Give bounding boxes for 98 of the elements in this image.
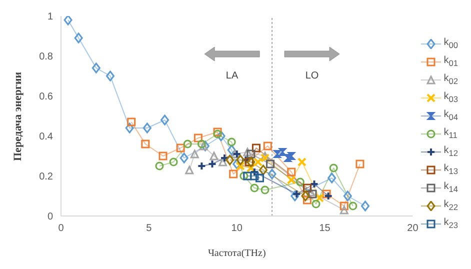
point xyxy=(92,62,100,74)
point xyxy=(64,16,72,26)
point xyxy=(348,202,358,210)
point xyxy=(252,144,260,152)
point xyxy=(266,160,275,168)
point xyxy=(258,164,268,176)
point xyxy=(220,154,230,162)
point xyxy=(240,172,248,180)
annotation: LO xyxy=(305,70,319,82)
legend-label: k$_{04}$ xyxy=(444,108,458,124)
point xyxy=(183,140,192,148)
point xyxy=(315,194,324,202)
y-tick-label: 0.6 xyxy=(39,92,54,103)
point xyxy=(312,200,320,208)
point xyxy=(296,178,304,186)
point xyxy=(227,144,236,156)
y-tick-label: 0 xyxy=(47,212,54,223)
legend-label: k$_{14}$ xyxy=(444,180,458,196)
legend-label: k$_{23}$ xyxy=(444,216,458,232)
y-tick-label: 1 xyxy=(47,12,54,23)
point xyxy=(297,158,306,166)
point xyxy=(185,166,194,174)
point xyxy=(169,158,178,166)
point xyxy=(343,190,352,202)
legend-label: k$_{11}$ xyxy=(444,126,458,142)
point xyxy=(268,168,276,180)
y-tick-label: 0.2 xyxy=(39,172,54,183)
legend-label: k$_{03}$ xyxy=(444,90,458,106)
point xyxy=(190,150,199,158)
point xyxy=(302,196,312,204)
point xyxy=(241,156,250,164)
legend-label: k$_{12}$ xyxy=(444,144,458,160)
point xyxy=(273,150,282,158)
point xyxy=(260,154,270,162)
point xyxy=(260,186,270,194)
y-tick-label: 0.4 xyxy=(39,132,54,143)
legend-label: k$_{13}$ xyxy=(444,162,458,178)
point xyxy=(127,118,136,126)
point xyxy=(216,130,226,142)
point xyxy=(287,168,296,176)
point xyxy=(158,152,168,160)
legend-label: k$_{01}$ xyxy=(444,54,458,70)
point xyxy=(210,152,218,160)
y-axis-title: Передача энергии xyxy=(12,71,24,161)
point xyxy=(194,134,202,142)
legend-label: k$_{22}$ xyxy=(444,198,458,214)
point xyxy=(301,190,310,202)
y-tick-label: 0.8 xyxy=(39,52,54,63)
x-axis-title: Частота(THz) xyxy=(208,248,266,259)
point xyxy=(361,200,370,212)
point xyxy=(229,170,238,178)
x-tick-label: 5 xyxy=(146,223,152,234)
point xyxy=(125,122,134,134)
point xyxy=(160,114,170,126)
point xyxy=(243,148,252,156)
point xyxy=(232,158,242,170)
point xyxy=(290,190,300,202)
point xyxy=(340,206,348,214)
point xyxy=(310,180,319,188)
point xyxy=(246,164,256,172)
legend-label: k$_{02}$ xyxy=(444,72,458,88)
point xyxy=(142,122,152,134)
point xyxy=(250,184,259,192)
point xyxy=(250,172,259,180)
point xyxy=(302,184,312,192)
point xyxy=(197,140,206,148)
legend-label: k$_{00}$ xyxy=(444,36,458,52)
point xyxy=(340,202,348,210)
x-tick-label: 15 xyxy=(319,223,331,234)
point xyxy=(155,162,164,170)
point xyxy=(286,176,296,184)
point xyxy=(106,70,114,82)
point xyxy=(74,32,83,44)
point xyxy=(236,162,245,170)
point xyxy=(246,150,256,158)
point xyxy=(243,172,252,180)
point xyxy=(292,190,302,198)
point xyxy=(227,138,236,146)
point xyxy=(287,152,296,160)
point xyxy=(255,174,264,182)
x-tick-label: 0 xyxy=(58,223,64,234)
point xyxy=(278,148,287,156)
point xyxy=(141,140,150,148)
point xyxy=(263,142,272,150)
point xyxy=(250,168,259,176)
point xyxy=(329,164,338,172)
point xyxy=(236,154,245,166)
point xyxy=(308,190,317,198)
point xyxy=(328,172,336,184)
point xyxy=(180,152,188,164)
x-tick-label: 10 xyxy=(231,223,243,234)
point xyxy=(176,144,185,152)
point xyxy=(253,158,262,166)
point xyxy=(226,154,234,166)
x-tick-label: 20 xyxy=(407,223,419,234)
point xyxy=(356,160,364,168)
annotation: LA xyxy=(226,70,238,82)
point xyxy=(208,160,217,168)
